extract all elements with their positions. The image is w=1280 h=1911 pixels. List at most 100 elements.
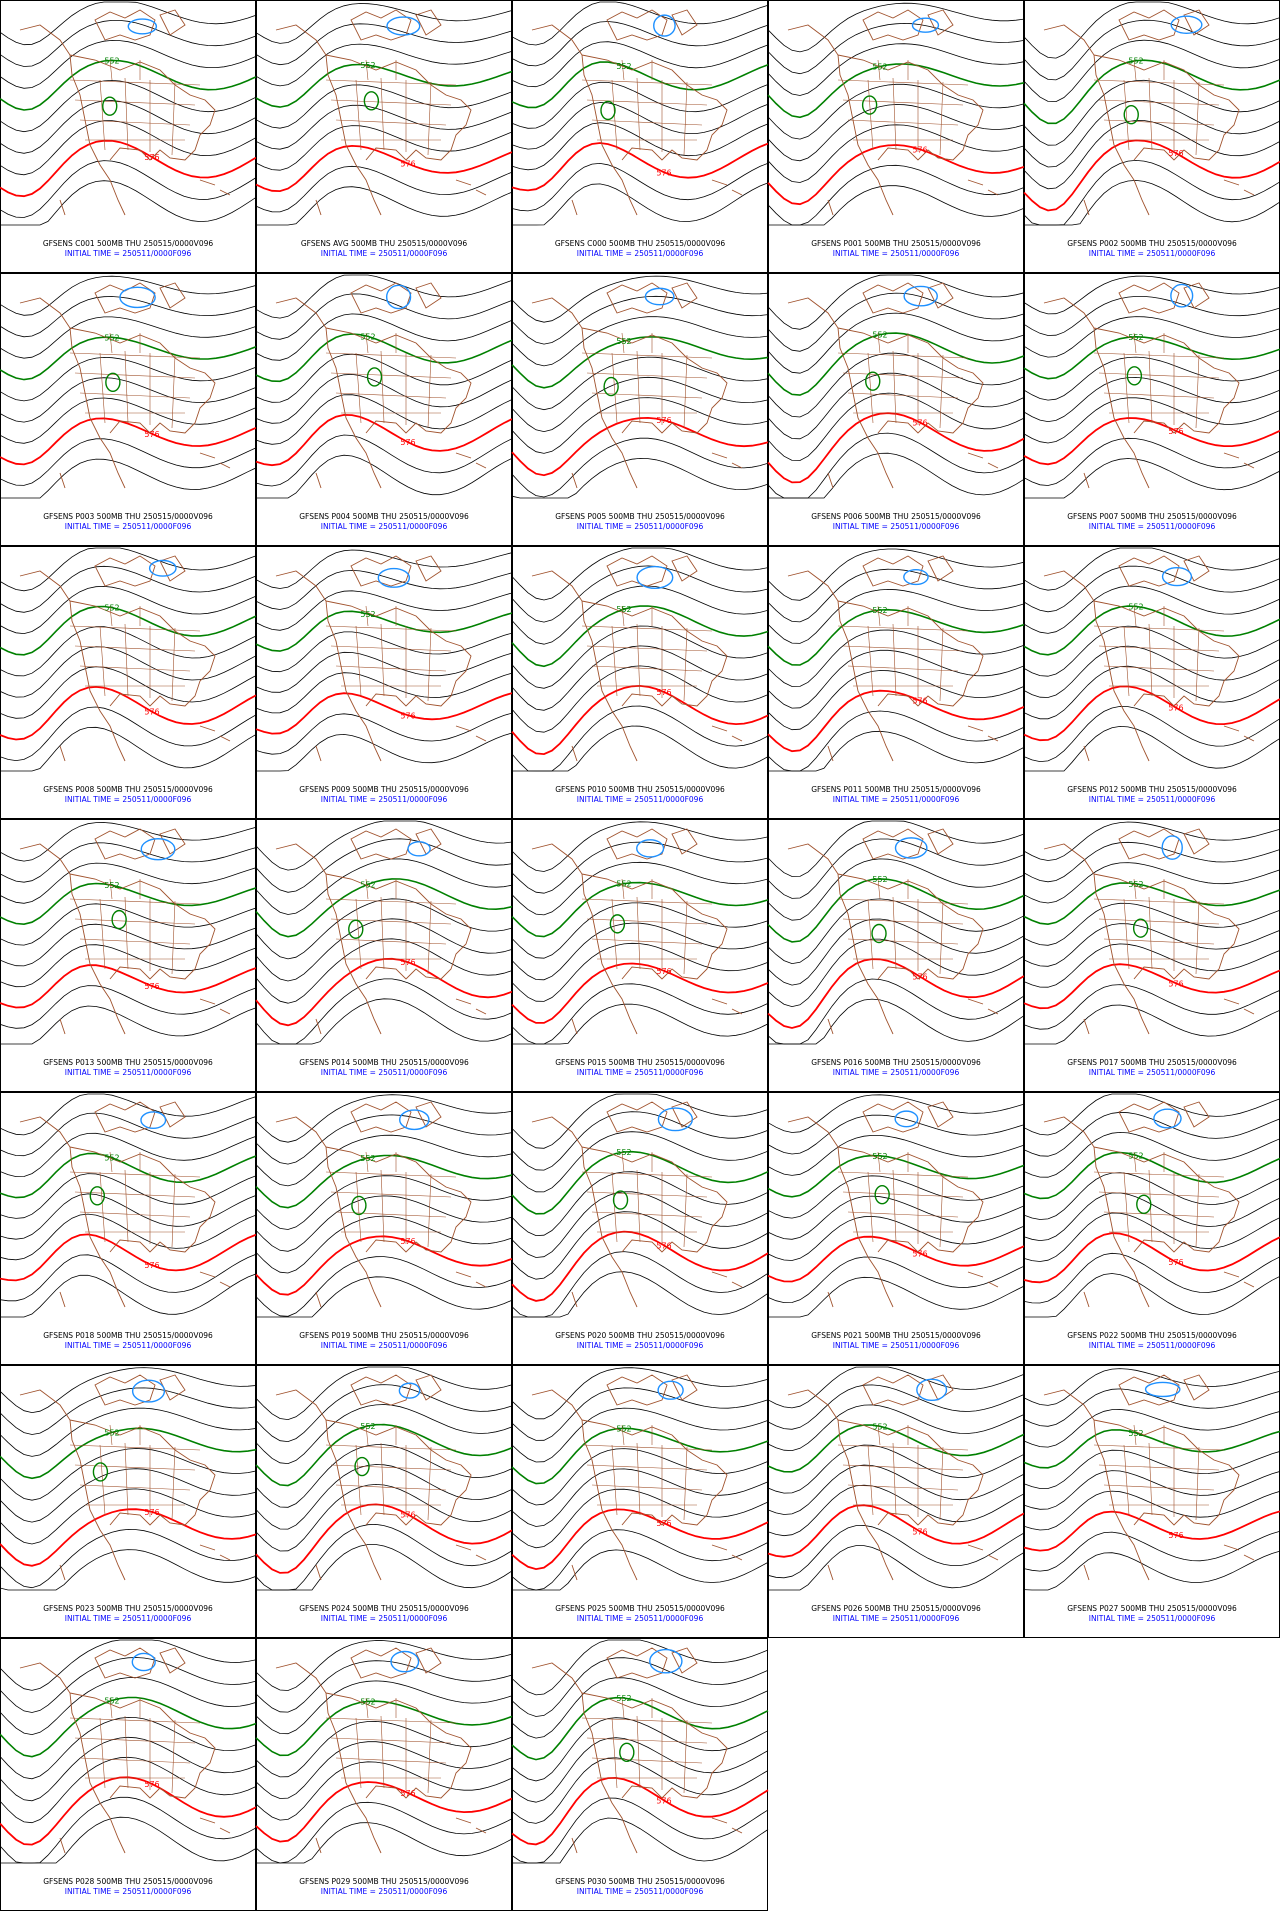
contour-line — [255, 1094, 513, 1143]
contour-line — [767, 858, 1025, 921]
map-panel: 552 576 GFSENS P028 500MB THU 250515/0000V… — [0, 1638, 257, 1911]
map-panel: 552 576 GFSENS P003 500MB THU 250515/0000V… — [0, 273, 257, 546]
contour-line — [767, 1135, 1025, 1176]
contour-line — [512, 1549, 769, 1591]
contour-line — [255, 394, 513, 445]
contour-552 — [511, 605, 769, 668]
contour-line — [511, 1171, 769, 1237]
contour-552 — [511, 1696, 769, 1761]
panel-title: GFSENS P020 500MB THU 250515/0000V096 — [555, 1331, 725, 1340]
contour-line — [1023, 923, 1280, 967]
borders — [581, 1424, 713, 1521]
borders — [837, 332, 969, 429]
contour-line — [0, 20, 257, 67]
contour-line — [255, 293, 513, 340]
cutoff-low — [1126, 366, 1143, 386]
contour-line — [255, 104, 513, 150]
panel-frame — [0, 1365, 256, 1638]
coastline — [787, 828, 999, 1035]
contour-line — [1023, 1490, 1280, 1531]
contour-line — [1024, 1004, 1280, 1045]
map-panel: 552 576 GFSENS P024 500MB THU 250515/0000V… — [255, 1365, 513, 1638]
contour-line — [0, 180, 257, 226]
panel-init-time: INITIAL TIME = 250511/0000F096 — [833, 1341, 960, 1350]
contour-line — [767, 352, 1025, 418]
borders — [325, 605, 457, 702]
contour-line — [255, 3, 513, 44]
contour-line — [1023, 1449, 1280, 1489]
coastline — [19, 1374, 231, 1581]
contour-line — [1023, 984, 1280, 1030]
panel-title: GFSENS P018 500MB THU 250515/0000V096 — [43, 1331, 213, 1340]
borders — [581, 1151, 713, 1248]
contour-line — [1024, 1273, 1280, 1318]
contour-line — [511, 275, 769, 323]
contour-line — [0, 822, 257, 862]
contour-line — [255, 84, 513, 129]
contour-line — [511, 1468, 769, 1527]
borders — [325, 878, 457, 975]
cutoff-low — [111, 909, 127, 930]
contour-576 — [255, 144, 513, 193]
contour-line — [768, 730, 1025, 772]
contour-line — [255, 858, 513, 915]
contour-line — [255, 1175, 513, 1230]
contour-label: 552 — [104, 56, 119, 65]
contour-label: 552 — [360, 1697, 375, 1706]
contour-552 — [767, 332, 1025, 396]
cutoff-low — [92, 1462, 109, 1482]
contour-line — [767, 548, 1025, 601]
contour-line — [512, 1003, 769, 1045]
contour-line — [1023, 625, 1280, 677]
low-contour — [903, 285, 938, 307]
panel-frame — [1024, 1092, 1280, 1365]
contour-label: 552 — [360, 880, 375, 889]
panel-title: GFSENS P023 500MB THU 250515/0000V096 — [43, 1604, 213, 1613]
map-panel: 552 576 GFSENS P015 500MB THU 250515/0000V… — [511, 819, 769, 1092]
contour-line — [0, 1093, 257, 1136]
contour-line — [767, 710, 1025, 772]
contour-label: 576 — [400, 958, 415, 967]
borders — [581, 878, 713, 975]
contour-label: 576 — [144, 1780, 159, 1789]
contour-label: 552 — [1128, 880, 1143, 889]
panel-init-time: INITIAL TIME = 250511/0000F096 — [833, 249, 960, 258]
contour-line — [0, 1273, 257, 1318]
coastline — [787, 282, 999, 489]
contour-line — [767, 43, 1025, 96]
contour-line — [1023, 1093, 1280, 1136]
borders — [1093, 59, 1225, 156]
low-contour — [407, 841, 431, 857]
map-panel: 552 576 GFSENS C000 500MB THU 250515/0000V… — [511, 0, 769, 273]
map-panel: 552 576 GFSENS P011 500MB THU 250515/0000V… — [767, 546, 1025, 819]
contour-label: 552 — [872, 1422, 887, 1431]
coastline — [275, 9, 487, 216]
low-contour — [398, 1109, 430, 1131]
panel-title: GFSENS P011 500MB THU 250515/0000V096 — [811, 785, 981, 794]
contour-line — [255, 1741, 513, 1799]
contour-label: 552 — [616, 605, 631, 614]
panel-init-time: INITIAL TIME = 250511/0000F096 — [833, 795, 960, 804]
contour-line — [255, 651, 513, 693]
contour-line — [255, 918, 513, 982]
contour-label: 552 — [360, 332, 375, 341]
contour-line — [0, 1193, 257, 1240]
borders — [69, 605, 201, 702]
contour-552 — [255, 1154, 513, 1209]
contour-line — [0, 923, 257, 967]
panel-frame — [256, 1638, 512, 1911]
contour-line — [255, 165, 513, 213]
panel-title: GFSENS P002 500MB THU 250515/0000V096 — [1067, 239, 1237, 248]
contour-label: 552 — [616, 337, 631, 346]
map-panel: 552 576 GFSENS P001 500MB THU 250515/0000V… — [767, 0, 1025, 273]
contour-line — [0, 1132, 257, 1178]
borders — [325, 332, 457, 429]
contour-line — [255, 1256, 513, 1317]
contour-line — [0, 1005, 257, 1045]
contour-line — [1023, 19, 1280, 81]
contour-576 — [0, 964, 257, 1009]
panel-frame — [512, 819, 768, 1092]
map-panel: 552 576 GFSENS P004 500MB THU 250515/0000V… — [255, 273, 513, 546]
panel-init-time: INITIAL TIME = 250511/0000F096 — [1089, 522, 1216, 531]
contour-line — [0, 1213, 257, 1261]
